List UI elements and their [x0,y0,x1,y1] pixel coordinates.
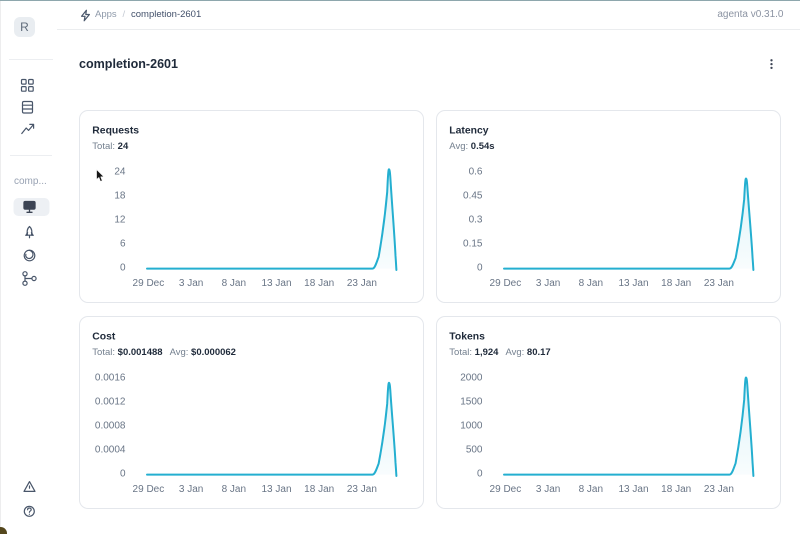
svg-text:1000: 1000 [460,421,483,432]
svg-text:12: 12 [114,215,126,226]
svg-text:3 Jan: 3 Jan [536,278,560,289]
svg-text:24: 24 [114,167,126,178]
svg-text:13 Jan: 13 Jan [261,484,291,495]
svg-text:18 Jan: 18 Jan [304,278,334,289]
svg-text:23 Jan: 23 Jan [347,278,377,289]
svg-text:0.0012: 0.0012 [95,397,126,408]
svg-text:2000: 2000 [460,373,483,384]
svg-text:0: 0 [120,469,126,480]
svg-text:3 Jan: 3 Jan [179,484,203,495]
svg-text:Total: 24: Total: 24 [92,141,129,152]
svg-text:29 Dec: 29 Dec [490,278,522,289]
svg-text:Tokens: Tokens [449,332,485,343]
svg-text:13 Jan: 13 Jan [261,278,291,289]
svg-text:500: 500 [466,445,483,456]
svg-text:0.15: 0.15 [463,239,483,250]
svg-text:1500: 1500 [460,397,483,408]
svg-text:0.0016: 0.0016 [95,373,126,384]
svg-text:Requests: Requests [92,126,139,137]
svg-text:8 Jan: 8 Jan [222,484,246,495]
svg-text:29 Dec: 29 Dec [490,484,522,495]
svg-text:18 Jan: 18 Jan [304,484,334,495]
svg-text:0.3: 0.3 [469,215,483,226]
svg-text:18: 18 [114,191,126,202]
svg-text:3 Jan: 3 Jan [536,484,560,495]
svg-text:29 Dec: 29 Dec [133,484,165,495]
svg-text:23 Jan: 23 Jan [704,484,734,495]
svg-text:0: 0 [120,263,126,274]
svg-text:13 Jan: 13 Jan [618,278,648,289]
svg-text:3 Jan: 3 Jan [179,278,203,289]
svg-text:0.6: 0.6 [469,167,483,178]
svg-text:29 Dec: 29 Dec [133,278,165,289]
svg-text:18 Jan: 18 Jan [661,278,691,289]
svg-text:8 Jan: 8 Jan [222,278,246,289]
svg-text:6: 6 [120,239,126,250]
svg-text:0.0008: 0.0008 [95,421,126,432]
svg-text:23 Jan: 23 Jan [347,484,377,495]
svg-text:Avg: 0.54s: Avg: 0.54s [449,141,494,152]
svg-text:0: 0 [477,263,483,274]
svg-text:23 Jan: 23 Jan [704,278,734,289]
svg-text:8 Jan: 8 Jan [579,278,603,289]
svg-text:0.45: 0.45 [463,191,483,202]
svg-text:18 Jan: 18 Jan [661,484,691,495]
svg-text:13 Jan: 13 Jan [618,484,648,495]
svg-text:Cost: Cost [92,332,116,343]
svg-text:Latency: Latency [449,126,488,137]
svg-text:0: 0 [477,469,483,480]
svg-text:8 Jan: 8 Jan [579,484,603,495]
svg-text:0.0004: 0.0004 [95,445,126,456]
